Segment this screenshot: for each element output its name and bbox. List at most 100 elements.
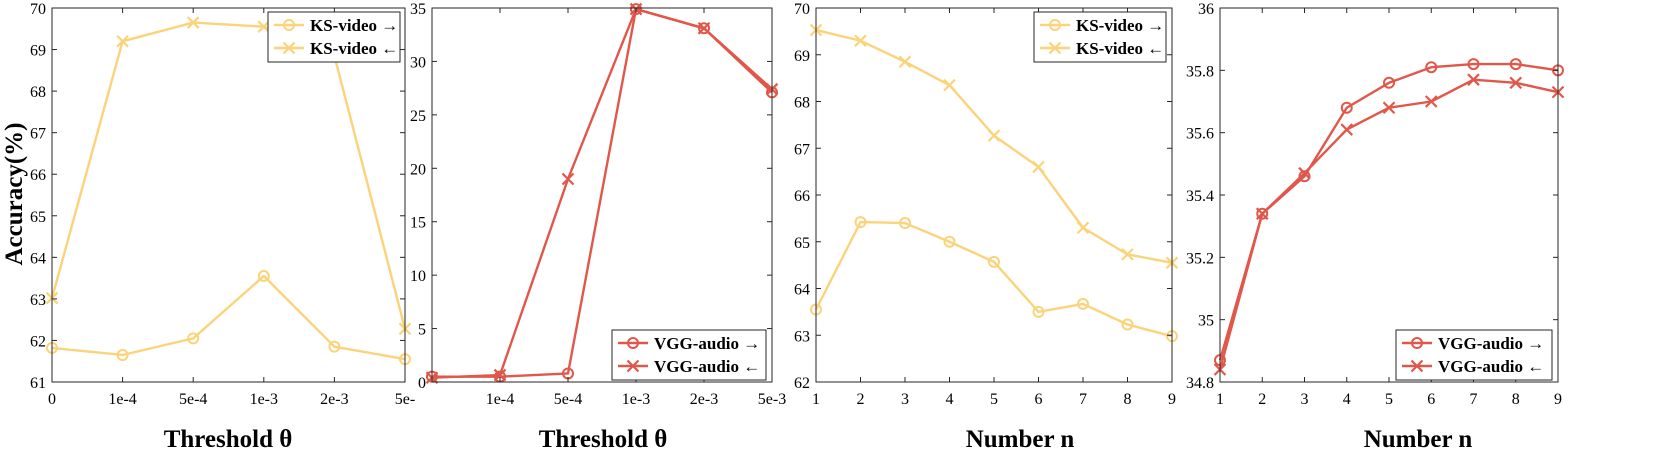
x-tick-label: 0: [48, 391, 56, 408]
legend: KS-video → KS-video ←: [267, 11, 401, 63]
data-point: [854, 216, 867, 229]
x-tick-label: 2e-3: [690, 391, 718, 408]
data-point: [561, 172, 575, 186]
legend-label: KS-video →: [1076, 16, 1164, 35]
data-point: [1076, 221, 1090, 235]
y-tick-label: 63: [794, 328, 810, 345]
data-point: [1121, 318, 1134, 331]
x-tick-label: 4: [1343, 391, 1351, 408]
legend-marker: [1410, 359, 1424, 373]
series-line: [814, 220, 1173, 338]
panel-3: Number n 1 2 3 4 5 6 7 8 9626364656667686970KS-v…: [794, 1, 1179, 453]
legend-item: VGG-audio →: [618, 334, 760, 353]
x-tick-label: 2: [1258, 391, 1266, 408]
x-tick-label: 5e-3: [758, 391, 786, 408]
y-tick-label: 62: [794, 375, 810, 392]
y-tick-label: 67: [794, 141, 810, 158]
y-tick-label: 5: [418, 322, 426, 339]
series-2: [45, 16, 412, 336]
legend-marker: [1411, 337, 1423, 349]
series-line: [432, 7, 773, 378]
data-point: [493, 368, 507, 382]
legend-label: VGG-audio →: [654, 334, 760, 353]
series-1: [46, 270, 411, 366]
y-tick-label: 64: [794, 282, 810, 299]
y-tick-label: 69: [794, 48, 810, 65]
x-tick-label: 1: [1216, 391, 1224, 408]
legend: VGG-audio → VGG-audio ←: [1395, 329, 1553, 381]
series-1: [1214, 58, 1564, 367]
y-tick-label: 68: [30, 84, 46, 101]
data-point: [698, 22, 710, 35]
y-tick-label: 0: [418, 375, 426, 392]
data-point: [1383, 76, 1395, 89]
x-tick-label: 1e-4: [108, 391, 136, 408]
data-point: [1467, 58, 1480, 71]
data-point: [116, 34, 129, 48]
legend-label: KS-video ←: [310, 39, 398, 58]
panel-1: Threshold θ 0 1e-4 5e-4 1e-3 2e-3 5e- 61 62 63 64…: [30, 1, 415, 453]
legend-item: KS-video ←: [1040, 39, 1164, 58]
data-point: [630, 3, 642, 16]
series-line: [51, 274, 406, 361]
x-tick-label: 1e-4: [486, 391, 514, 408]
x-tick-label: 4: [946, 391, 954, 408]
x-tick-label: 9: [1168, 391, 1176, 408]
legend-item: VGG-audio ←: [1402, 357, 1544, 376]
data-point: [1509, 58, 1522, 71]
x-tick-label: 1e-3: [250, 391, 278, 408]
data-point: [1382, 101, 1396, 115]
series-line: [1218, 78, 1559, 370]
y-tick-label: 15: [410, 215, 426, 232]
x-tick-label: 1: [812, 391, 820, 408]
x-axis-label: Threshold θ: [539, 426, 668, 453]
y-tick-label: 20: [410, 161, 426, 178]
data-point: [1424, 95, 1438, 108]
y-tick-label: 70: [30, 1, 46, 18]
x-tick-label: 3: [1301, 391, 1309, 408]
data-point: [988, 255, 1000, 268]
x-tick-label: 3: [901, 391, 909, 408]
y-tick-label: 69: [30, 43, 46, 60]
y-tick-label: 30: [410, 54, 426, 71]
x-tick-label: 6: [1035, 391, 1043, 408]
legend-label: KS-video →: [310, 16, 398, 35]
x-tick-label: 5: [990, 391, 998, 408]
y-tick-label: 35.2: [1186, 250, 1214, 267]
y-tick-label: 35.4: [1186, 188, 1214, 205]
legend: KS-video → KS-video ←: [1033, 11, 1167, 63]
legend-item: KS-video ←: [274, 39, 398, 58]
x-tick-label: 7: [1079, 391, 1087, 408]
data-point: [257, 20, 271, 33]
series-line: [431, 7, 773, 379]
y-tick-label: 35: [1198, 313, 1214, 330]
series-line: [815, 28, 1173, 264]
y-tick-label: 34.8: [1186, 375, 1214, 392]
data-point: [1298, 166, 1311, 180]
x-tick-label: 5e-4: [179, 391, 207, 408]
data-point: [1032, 160, 1045, 174]
data-point: [943, 235, 956, 248]
data-point: [257, 270, 270, 283]
series-1: [426, 3, 778, 383]
plot-frame: [431, 7, 773, 383]
y-tick-label: 35.6: [1186, 126, 1214, 143]
data-point: [1509, 76, 1523, 90]
y-tick-label: 67: [30, 126, 46, 143]
data-point: [1256, 207, 1269, 220]
x-tick-label: 9: [1554, 391, 1562, 408]
y-tick-label: 10: [410, 268, 426, 285]
legend: VGG-audio → VGG-audio ←: [611, 329, 767, 381]
x-axis-label: Number n: [966, 426, 1075, 453]
series-line: [50, 21, 407, 330]
x-axis-label: Number n: [1364, 426, 1473, 453]
x-axis-label: Threshold θ: [164, 426, 293, 453]
legend-item: KS-video →: [1040, 16, 1164, 35]
data-point: [899, 217, 911, 230]
y-tick-label: 62: [30, 333, 46, 350]
legend-item: VGG-audio ←: [618, 357, 760, 376]
x-tick-label: 6: [1427, 391, 1435, 408]
data-point: [1077, 297, 1089, 310]
x-tick-label: 5: [1385, 391, 1393, 408]
y-tick-label: 35: [410, 1, 426, 18]
